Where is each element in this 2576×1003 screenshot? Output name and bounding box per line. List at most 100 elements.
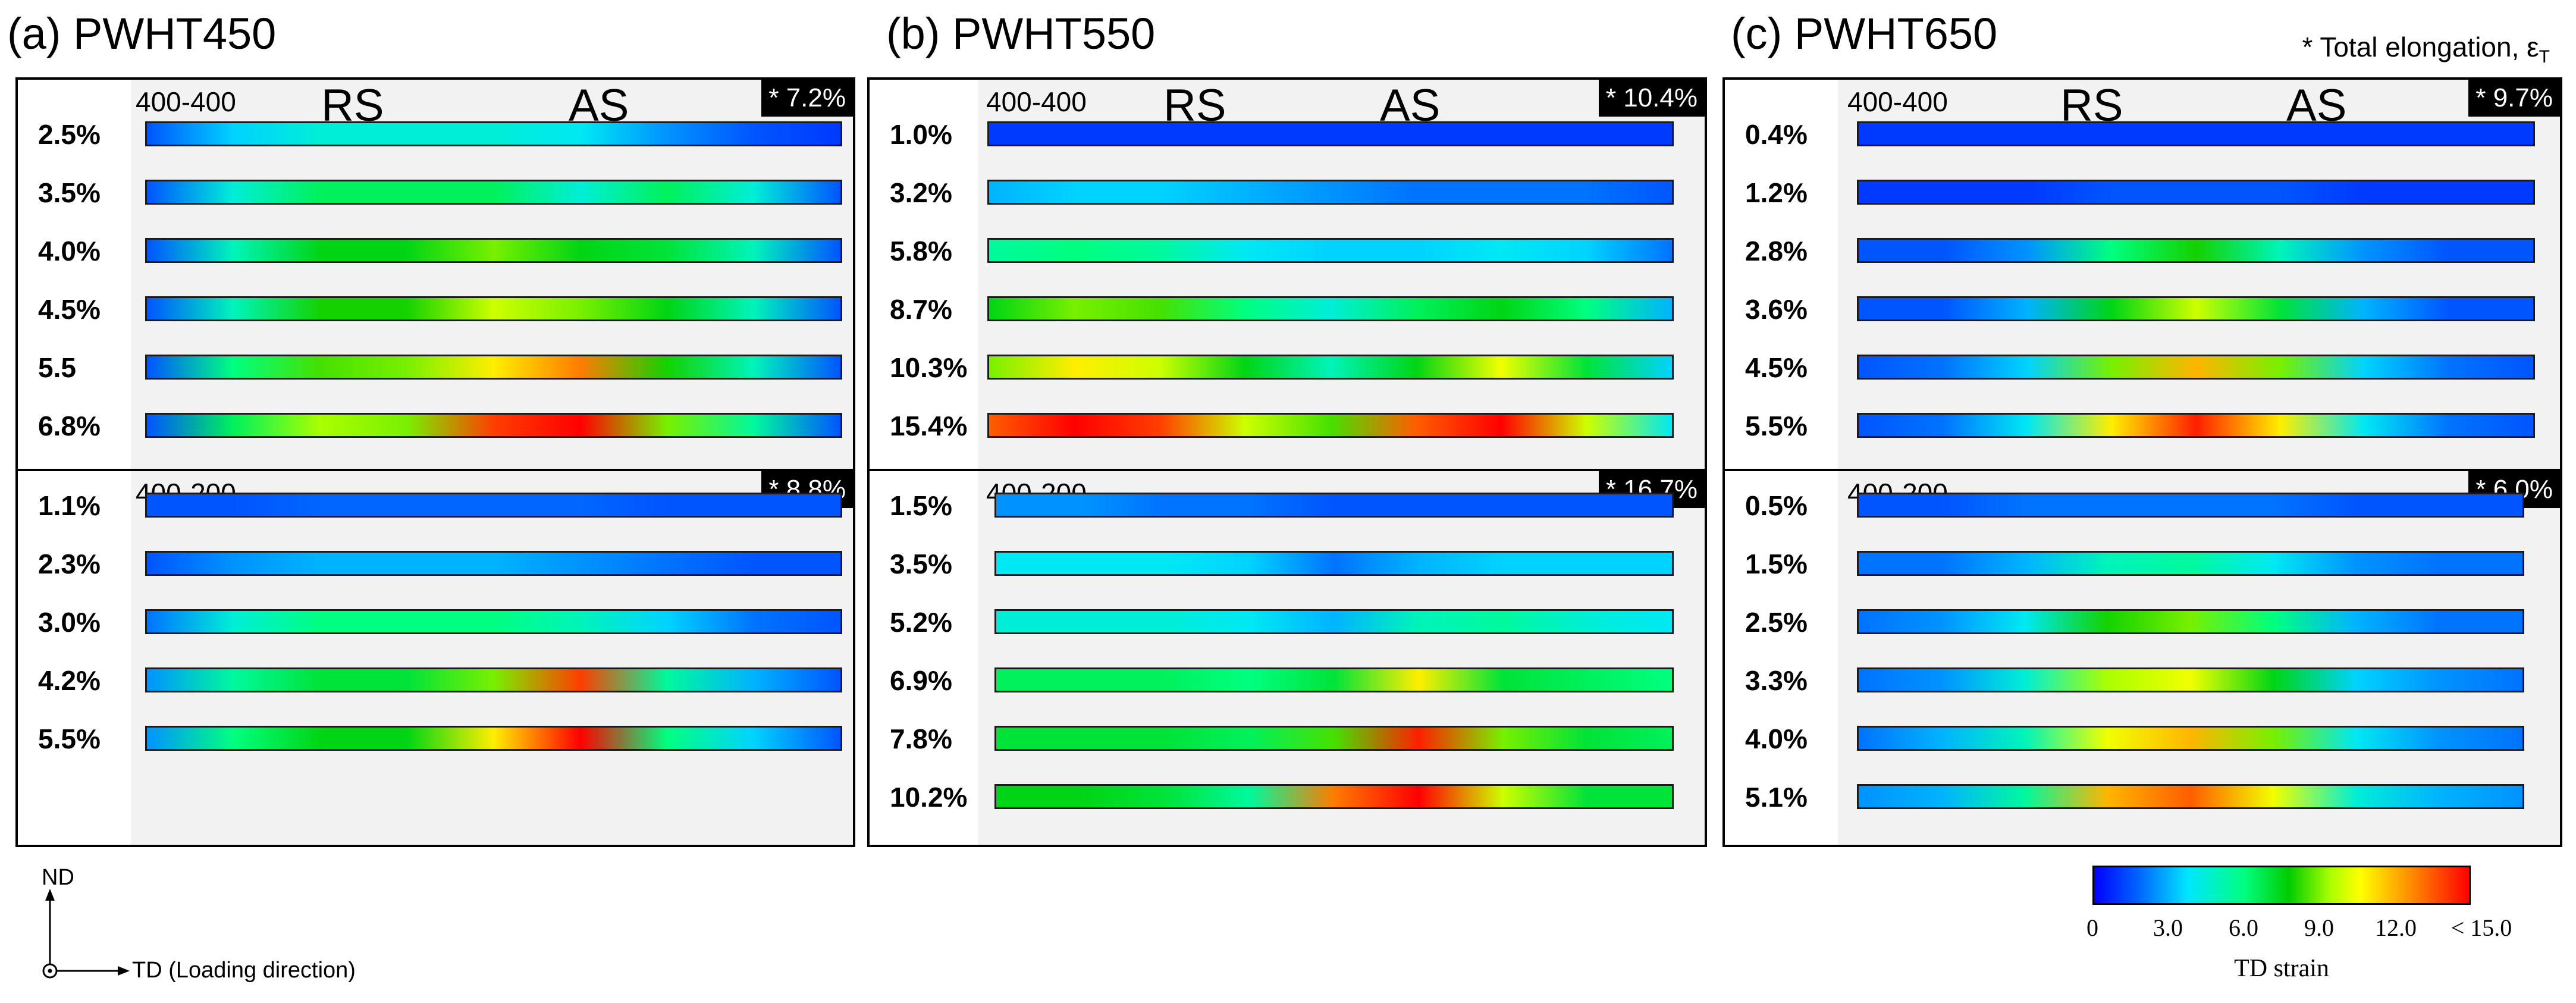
- strain-row: 1.2%: [1725, 160, 2560, 220]
- strain-row: 0.4%: [1725, 102, 2560, 161]
- dic-strain-strip: [1857, 121, 2535, 146]
- total-elongation-footnote: * Total elongation, εT: [2302, 32, 2550, 67]
- panel-background: [1838, 471, 2560, 845]
- strain-level-label: 1.0%: [890, 119, 952, 150]
- strain-row: 1.5%: [870, 473, 1705, 532]
- strain-level-label: 4.5%: [38, 294, 101, 325]
- dic-strain-strip: [1857, 667, 2524, 692]
- colorbar-tick: 3.0: [2153, 914, 2183, 941]
- strain-level-label: 5.8%: [890, 236, 952, 267]
- strain-level-label: 6.8%: [38, 410, 101, 441]
- elongation-badge: * 10.4%: [1598, 80, 1705, 117]
- dic-strain-strip: [987, 238, 1674, 263]
- dic-strain-strip: [145, 121, 842, 146]
- strain-level-label: 2.5%: [1745, 607, 1808, 638]
- strain-level-label: 4.5%: [1745, 352, 1808, 383]
- panel-c-bottom: 400-200 * 6.0% 0.5%1.5%2.5%3.3%4.0%5.1%: [1722, 469, 2562, 847]
- dic-strain-strip: [145, 667, 842, 692]
- strain-row: 8.7%: [870, 277, 1705, 336]
- dic-strain-strip: [145, 296, 842, 321]
- strain-level-label: 3.5%: [890, 548, 952, 579]
- strain-row: 6.8%: [18, 393, 853, 453]
- panel-b-bottom: 400-200 * 16.7% 1.5%3.5%5.2%6.9%7.8%10.2…: [867, 469, 1707, 847]
- strain-row: 3.0%: [18, 590, 853, 649]
- dic-strain-strip: [145, 609, 842, 634]
- strain-level-label: 1.5%: [890, 490, 952, 521]
- panel-background: [978, 471, 1705, 845]
- dic-strain-strip: [1857, 413, 2535, 438]
- strain-level-label: 5.5: [38, 352, 76, 383]
- dic-strain-strip: [145, 413, 842, 438]
- dic-strain-strip: [145, 726, 842, 751]
- strain-level-label: 3.3%: [1745, 665, 1808, 696]
- td-axis-label: TD (Loading direction): [132, 958, 356, 983]
- panel-a-top: 400-400 RS AS * 7.2% 2.5% 3.5% 4.0% 4.5% 5.5…: [15, 77, 855, 471]
- strain-row: 5.5%: [1725, 393, 2560, 453]
- dic-strain-strip: [994, 784, 1674, 809]
- dic-strain-strip: [145, 355, 842, 380]
- strain-row: 2.8%: [1725, 218, 2560, 278]
- strain-level-label: 1.2%: [1745, 177, 1808, 208]
- strain-level-label: 3.5%: [38, 177, 101, 208]
- strain-row: 3.5%: [18, 160, 853, 220]
- strain-level-label: 2.5%: [38, 119, 101, 150]
- strain-row: 3.2%: [870, 160, 1705, 220]
- strain-row: 3.3%: [1725, 648, 2560, 707]
- strain-level-label: 3.6%: [1745, 294, 1808, 325]
- dic-strain-strip: [1857, 609, 2524, 634]
- dic-strain-strip: [994, 609, 1674, 634]
- strain-row: 1.1%: [18, 473, 853, 532]
- strain-level-label: 5.2%: [890, 607, 952, 638]
- strain-row: 3.5%: [870, 531, 1705, 591]
- strain-level-label: 3.0%: [38, 607, 101, 638]
- dic-strain-strip: [145, 493, 842, 518]
- strain-row: 5.8%: [870, 218, 1705, 278]
- strain-level-label: 2.8%: [1745, 236, 1808, 267]
- strain-level-label: 4.2%: [38, 665, 101, 696]
- dic-strain-strip: [1857, 238, 2535, 263]
- strain-row: 0.5%: [1725, 473, 2560, 532]
- strain-level-label: 5.5%: [1745, 410, 1808, 441]
- colorbar-tick: 12.0: [2375, 914, 2417, 941]
- panel-b-title: (b) PWHT550: [886, 9, 1156, 58]
- strain-level-label: 6.9%: [890, 665, 952, 696]
- strain-row: 2.5%: [1725, 590, 2560, 649]
- strain-level-label: 3.2%: [890, 177, 952, 208]
- dic-strain-strip: [987, 296, 1674, 321]
- dic-strain-strip: [145, 238, 842, 263]
- strain-level-label: 4.0%: [38, 236, 101, 267]
- strain-row: 10.3%: [870, 335, 1705, 394]
- strain-row: 4.2%: [18, 648, 853, 707]
- nd-axis-label: ND: [42, 865, 74, 890]
- strain-row: 15.4%: [870, 393, 1705, 453]
- panel-c-title: (c) PWHT650: [1731, 9, 1998, 58]
- colorbar: [2092, 866, 2471, 905]
- dic-strain-strip: [1857, 296, 2535, 321]
- strain-row: 4.5%: [1725, 335, 2560, 394]
- dic-strain-strip: [1857, 180, 2535, 205]
- combo-label: 400-400: [986, 86, 1087, 117]
- strain-row: 4.5%: [18, 277, 853, 336]
- strain-row: 5.5%: [18, 706, 853, 766]
- colorbar-title: TD strain: [2234, 955, 2329, 982]
- strain-row: 1.0%: [870, 102, 1705, 161]
- dic-strain-strip: [145, 180, 842, 205]
- strain-row: 5.1%: [1725, 764, 2560, 824]
- dic-strain-strip: [994, 551, 1674, 576]
- colorbar-tick: 0: [2086, 914, 2098, 941]
- strain-level-label: 2.3%: [38, 548, 101, 579]
- panel-b-top: 400-400 RS AS * 10.4% 1.0% 3.2% 5.8% 8.7% 10…: [867, 77, 1707, 471]
- dic-strain-strip: [987, 180, 1674, 205]
- strain-level-label: 10.3%: [890, 352, 968, 383]
- dic-strain-strip: [987, 121, 1674, 146]
- dic-strain-strip: [994, 726, 1674, 751]
- dic-strain-strip: [994, 667, 1674, 692]
- strain-row: 2.3%: [18, 531, 853, 591]
- panel-a-title: (a) PWHT450: [7, 9, 277, 58]
- dic-strain-strip: [1857, 784, 2524, 809]
- combo-label: 400-400: [1847, 86, 1948, 117]
- strain-level-label: 1.1%: [38, 490, 101, 521]
- dic-strain-strip: [987, 355, 1674, 380]
- strain-level-label: 8.7%: [890, 294, 952, 325]
